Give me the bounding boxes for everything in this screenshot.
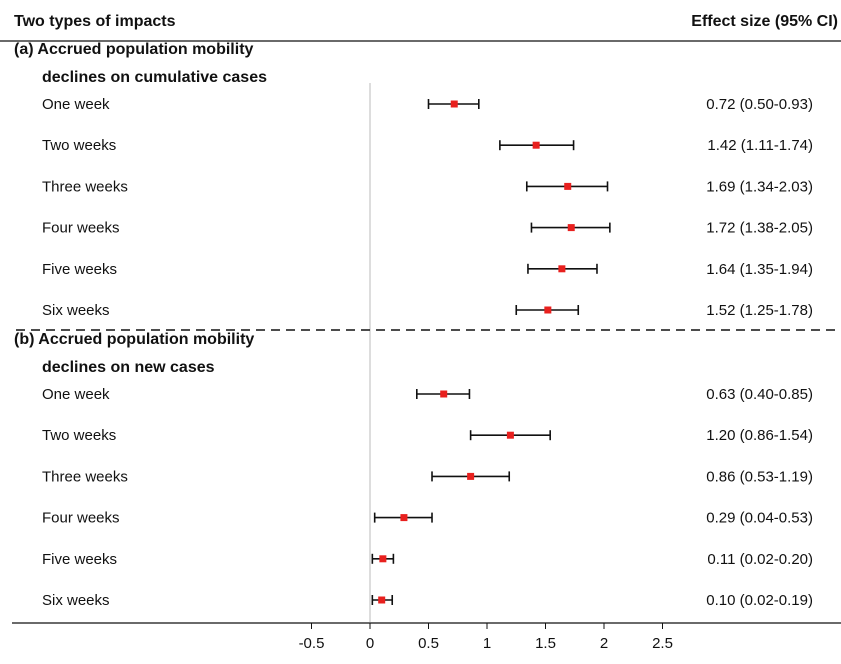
row-label: Four weeks: [42, 220, 120, 237]
effect-size-text: 0.72 (0.50-0.93): [706, 96, 813, 113]
x-tick-label: -0.5: [299, 635, 325, 652]
section-title-2: (b) Accrued population mobility: [14, 331, 254, 348]
point-estimate: [506, 431, 514, 439]
x-tick-label: 1.5: [535, 635, 556, 652]
x-tick-label: 1: [483, 635, 491, 652]
effect-size-text: 1.52 (1.25-1.78): [706, 302, 813, 319]
header-right: Effect size (95% CI): [691, 13, 838, 30]
point-estimate: [532, 141, 540, 149]
effect-size-text: 0.10 (0.02-0.19): [706, 592, 813, 609]
row-label: Six weeks: [42, 592, 110, 609]
point-estimate: [440, 390, 448, 398]
row-label: Two weeks: [42, 427, 116, 444]
row-label: One week: [42, 386, 110, 403]
effect-size-text: 0.63 (0.40-0.85): [706, 386, 813, 403]
point-estimate: [567, 224, 575, 232]
effect-size-text: 0.86 (0.53-1.19): [706, 468, 813, 485]
effect-size-text: 1.72 (1.38-2.05): [706, 220, 813, 237]
point-estimate: [558, 265, 566, 273]
row-label: Two weeks: [42, 137, 116, 154]
effect-size-text: 0.29 (0.04-0.53): [706, 510, 813, 527]
effect-size-text: 1.64 (1.35-1.94): [706, 261, 813, 278]
row-label: One week: [42, 96, 110, 113]
x-tick-label: 0.5: [418, 635, 439, 652]
point-estimate: [467, 472, 475, 480]
header-left: Two types of impacts: [14, 13, 176, 30]
row-label: Five weeks: [42, 261, 117, 278]
plot-area: (a) Accrued population mobility declines …: [12, 41, 841, 652]
x-tick-label: 0: [366, 635, 374, 652]
point-estimate: [378, 596, 386, 604]
section-title-1: (a) Accrued population mobility: [14, 41, 254, 58]
row-label: Four weeks: [42, 510, 120, 527]
effect-size-text: 0.11 (0.02-0.20): [707, 551, 813, 568]
x-tick-label: 2: [600, 635, 608, 652]
effect-size-text: 1.42 (1.11-1.74): [707, 137, 813, 154]
point-estimate: [544, 306, 552, 314]
section-subtitle-1: declines on cumulative cases: [42, 69, 267, 86]
row-label: Six weeks: [42, 302, 110, 319]
effect-size-text: 1.20 (0.86-1.54): [706, 427, 813, 444]
effect-size-text: 1.69 (1.34-2.03): [706, 178, 813, 195]
point-estimate: [379, 555, 387, 563]
x-tick-label: 2.5: [652, 635, 673, 652]
point-estimate: [564, 182, 572, 190]
row-label: Three weeks: [42, 468, 128, 485]
row-label: Three weeks: [42, 178, 128, 195]
row-label: Five weeks: [42, 551, 117, 568]
section-subtitle-2: declines on new cases: [42, 359, 215, 376]
point-estimate: [400, 514, 408, 522]
point-estimate: [450, 100, 458, 108]
